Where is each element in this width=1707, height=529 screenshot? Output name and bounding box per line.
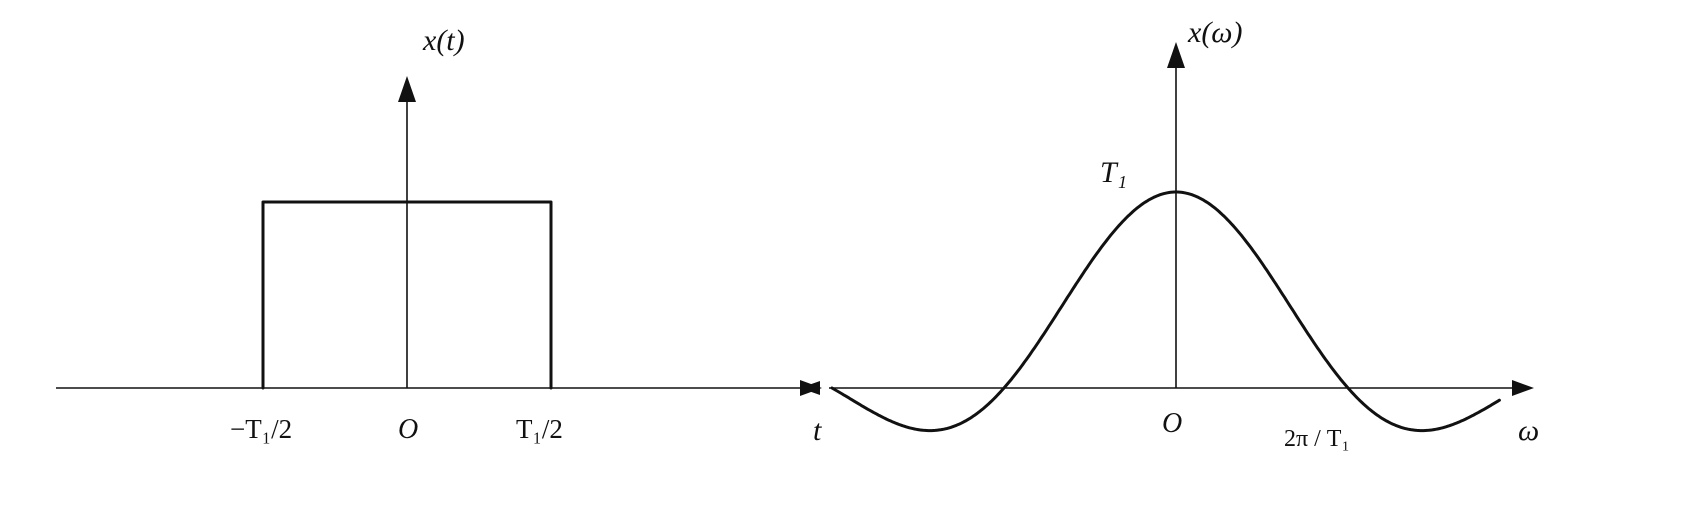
zero-crossing-label: 2π / T₁ bbox=[1284, 426, 1350, 452]
left-x-arrowhead bbox=[800, 380, 822, 396]
rect-pulse bbox=[261, 200, 553, 390]
right-x-label: ω bbox=[1518, 414, 1539, 447]
right-origin-label: O bbox=[1162, 408, 1182, 439]
left-y-arrowhead bbox=[398, 76, 416, 102]
right-y-arrowhead bbox=[1167, 42, 1185, 68]
left-y-label: x(t) bbox=[422, 24, 465, 57]
right-y-label: x(ω) bbox=[1187, 16, 1242, 49]
right-plot: x(ω) T₁ O 2π / T₁ ω bbox=[829, 16, 1539, 452]
left-x-label: t bbox=[813, 414, 822, 447]
left-origin-label: O bbox=[398, 414, 418, 445]
tick-label-plus-half: T₁/2 bbox=[516, 414, 563, 444]
tick-label-minus-half: −T₁/2 bbox=[230, 414, 292, 444]
right-x-arrowhead bbox=[1512, 380, 1534, 396]
sinc-curve bbox=[830, 190, 1501, 433]
peak-label: T₁ bbox=[1100, 156, 1127, 189]
left-plot: x(t) t −T₁/2 O T₁/2 bbox=[56, 24, 822, 447]
